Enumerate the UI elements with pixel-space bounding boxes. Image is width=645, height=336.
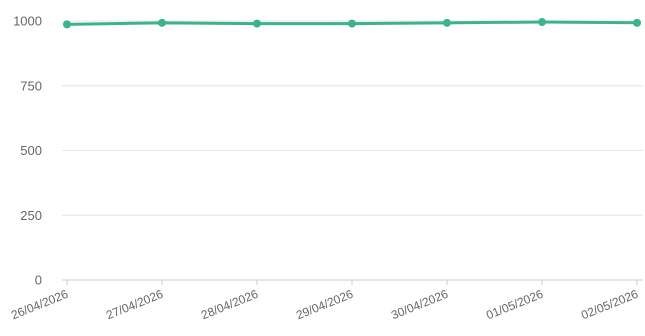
x-tick-label: 30/04/2026 xyxy=(389,287,450,323)
data-point[interactable] xyxy=(158,18,166,27)
gridlines xyxy=(62,20,643,216)
data-point[interactable] xyxy=(538,18,546,27)
y-tick-label: 500 xyxy=(20,143,42,158)
y-tick-label: 1000 xyxy=(13,14,42,29)
x-tick-label: 28/04/2026 xyxy=(199,287,260,323)
y-tick-label: 0 xyxy=(35,273,42,288)
x-tick-label: 01/05/2026 xyxy=(484,287,545,323)
y-axis-ticks: 0 250 500 750 1000 xyxy=(13,14,42,288)
x-tick-label: 26/04/2026 xyxy=(9,287,70,323)
data-point[interactable] xyxy=(253,19,261,28)
x-tick-label: 02/05/2026 xyxy=(579,287,640,323)
y-tick-label: 750 xyxy=(20,78,42,93)
data-point[interactable] xyxy=(348,19,356,28)
data-point[interactable] xyxy=(443,18,451,27)
x-tick-label: 27/04/2026 xyxy=(104,287,165,323)
data-point[interactable] xyxy=(633,18,641,27)
y-tick-label: 250 xyxy=(20,208,42,223)
data-point[interactable] xyxy=(63,20,71,29)
x-tick-label: 29/04/2026 xyxy=(294,287,355,323)
x-axis-ticks: 26/04/2026 27/04/2026 28/04/2026 29/04/2026… xyxy=(9,280,640,322)
series xyxy=(63,18,641,29)
